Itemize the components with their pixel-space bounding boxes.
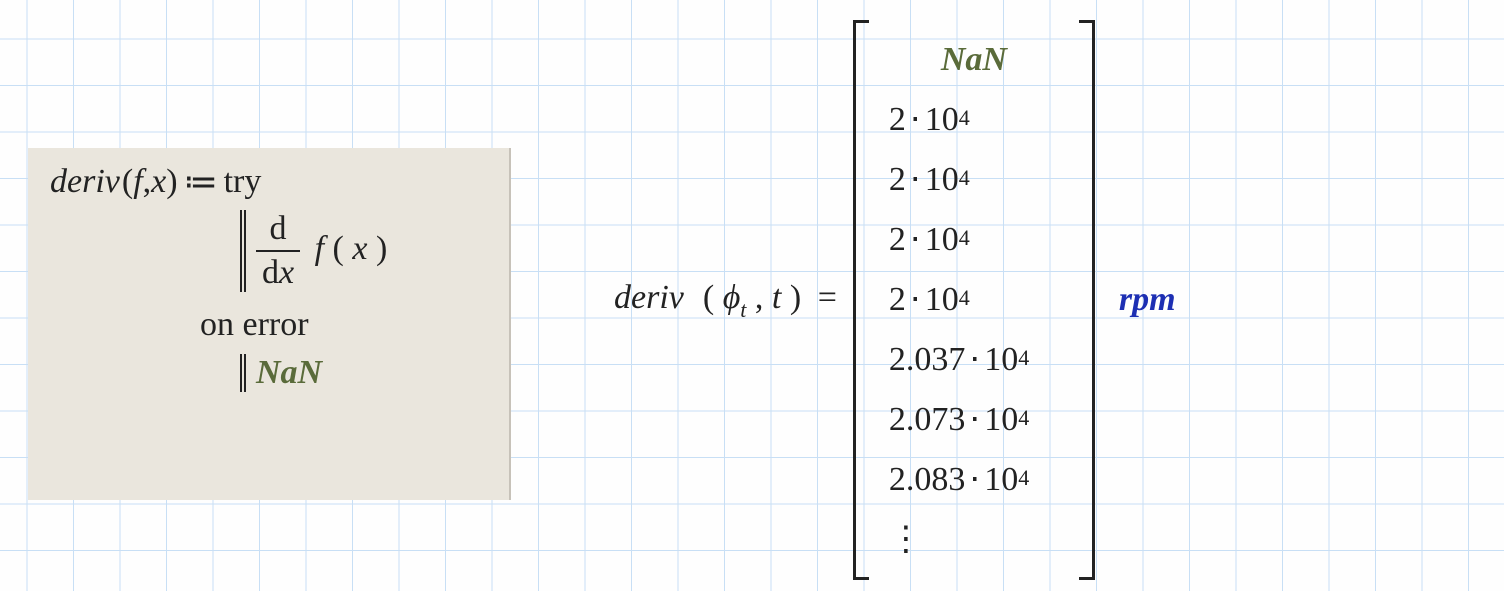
func-name: deriv — [50, 163, 120, 201]
rparen: ) — [166, 163, 177, 201]
matrix-row: 2.073⋅104 — [889, 390, 1059, 450]
eval-arg1-base: ϕ — [723, 279, 741, 316]
matrix-row: 2⋅104 — [889, 90, 1059, 150]
eval-arg2: t — [772, 279, 781, 316]
applied-fn: f — [315, 230, 324, 267]
lparen: ( — [122, 163, 133, 201]
matrix-row: 2.037⋅104 — [889, 330, 1059, 390]
matrix-column: NaN2⋅1042⋅1042⋅1042⋅1042.037⋅1042.073⋅10… — [869, 20, 1079, 580]
right-bracket — [1079, 20, 1095, 580]
assign-op: ≔ — [178, 162, 224, 202]
eval-arg1-sub: t — [740, 297, 746, 322]
result-matrix: NaN2⋅1042⋅1042⋅1042⋅1042.037⋅1042.073⋅10… — [853, 20, 1095, 580]
unit-label: rpm — [1119, 281, 1176, 319]
matrix-row: 2⋅104 — [889, 270, 1059, 330]
matrix-row: 2.083⋅104 — [889, 450, 1059, 510]
comma: , — [143, 163, 152, 201]
definition-region[interactable]: deriv ( f , x ) ≔ try d dx f ( x ) on er… — [28, 148, 511, 500]
evaluation-region[interactable]: deriv ( ϕt , t ) = NaN2⋅1042⋅1042⋅1042⋅1… — [614, 20, 1176, 580]
worksheet-content: deriv ( f , x ) ≔ try d dx f ( x ) on er… — [0, 0, 1504, 591]
arg-x: x — [151, 163, 166, 201]
on-error-keyword: on error — [200, 306, 489, 344]
matrix-row: 2⋅104 — [889, 210, 1059, 270]
matrix-row-nan: NaN — [889, 30, 1059, 90]
equals-sign: = — [810, 279, 845, 316]
derivative-operator: d dx — [256, 210, 300, 292]
definition-header: deriv ( f , x ) ≔ try — [50, 162, 489, 202]
matrix-vdots: ⋮ — [889, 510, 1059, 570]
d-numer: d — [264, 210, 293, 250]
try-body: d dx f ( x ) — [240, 210, 489, 292]
nan-literal: NaN — [256, 354, 322, 391]
applied-arg: x — [352, 230, 367, 267]
arg-f: f — [133, 163, 142, 201]
left-bracket — [853, 20, 869, 580]
d-denom: dx — [256, 250, 300, 292]
error-body: NaN — [240, 354, 489, 392]
eval-func-name: deriv — [614, 279, 684, 316]
try-keyword: try — [224, 163, 262, 201]
matrix-row: 2⋅104 — [889, 150, 1059, 210]
eval-lhs: deriv ( ϕt , t ) = — [614, 279, 845, 322]
